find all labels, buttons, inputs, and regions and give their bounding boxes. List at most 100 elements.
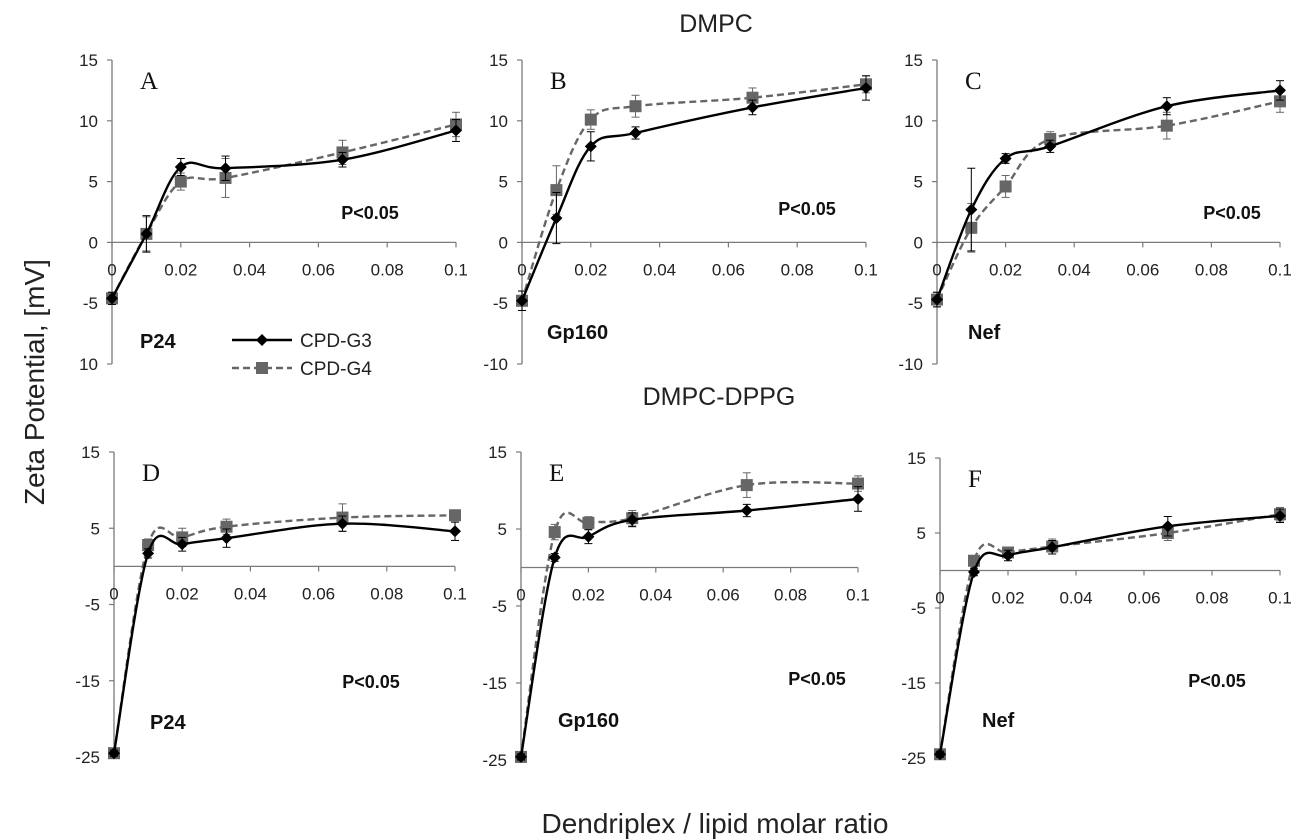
- x-tick-label: 0.02: [166, 584, 199, 603]
- protein-label: Nef: [982, 710, 1015, 732]
- x-tick-label: 0.08: [781, 260, 814, 279]
- data-point-cpd-g3: [548, 551, 561, 564]
- y-tick-label: -5: [908, 294, 923, 313]
- data-point-cpd-g3: [142, 547, 155, 560]
- y-tick-label: 5: [914, 173, 923, 192]
- y-tick-label: -5: [83, 294, 98, 313]
- x-tick-label: 0.06: [1127, 589, 1160, 608]
- x-tick-label: 0.02: [164, 260, 197, 279]
- data-point-cpd-g3: [219, 162, 232, 175]
- y-tick-label: 5: [498, 520, 507, 539]
- y-tick-label: 15: [907, 449, 926, 468]
- x-tick-label: 0.1: [444, 260, 468, 279]
- x-tick-label: 0.06: [302, 260, 335, 279]
- series-line-cpd-g4: [520, 83, 867, 302]
- y-tick-label: 5: [917, 524, 926, 543]
- y-tick-label: -15: [901, 674, 926, 693]
- x-tick-label: 0.02: [991, 589, 1024, 608]
- x-tick-label: 0: [516, 586, 525, 605]
- data-point-cpd-g4: [548, 526, 561, 539]
- x-tick-label: 0.08: [774, 586, 807, 605]
- protein-label: Gp160: [547, 322, 608, 344]
- y-tick-label: 5: [499, 173, 508, 192]
- data-point-cpd-g4: [1044, 133, 1057, 146]
- y-tick-label: -15: [482, 674, 507, 693]
- series-line-cpd-g3: [935, 89, 1281, 300]
- series-line-cpd-g3: [520, 86, 867, 302]
- panel-letter: F: [968, 466, 982, 493]
- data-point-cpd-g3: [516, 294, 528, 307]
- protein-label: P24: [150, 712, 186, 734]
- panel-letter: E: [549, 460, 564, 487]
- p-value-label: P<0.05: [341, 203, 399, 223]
- data-point-cpd-g3: [852, 492, 864, 505]
- x-tick-label: 0.02: [574, 260, 607, 279]
- data-point-cpd-g3: [999, 152, 1012, 165]
- x-tick-label: 0: [935, 589, 944, 608]
- data-point-cpd-g4: [220, 520, 233, 533]
- y-tick-label: 15: [904, 51, 923, 70]
- panel-letter: C: [965, 68, 982, 95]
- y-tick-label: 5: [89, 173, 98, 192]
- x-tick-label: 0.1: [1268, 260, 1292, 279]
- y-tick-label: -5: [492, 597, 507, 616]
- data-point-cpd-g4: [740, 479, 753, 492]
- data-point-cpd-g3: [106, 292, 118, 305]
- x-tick-label: 0.04: [233, 260, 266, 279]
- y-tick-label: -25: [482, 751, 507, 770]
- y-tick-label: -10: [898, 355, 923, 374]
- x-tick-label: 0.1: [443, 584, 467, 603]
- p-value-label: P<0.05: [1188, 671, 1246, 691]
- data-point-cpd-g3: [860, 81, 872, 94]
- x-tick-label: 0.06: [1126, 260, 1159, 279]
- data-point-cpd-g4: [746, 91, 759, 104]
- y-tick-label: -10: [483, 355, 508, 374]
- x-tick-label: 0.1: [1268, 589, 1292, 608]
- y-tick-label: -5: [85, 596, 100, 615]
- legend-label-cpd-g4: CPD-G4: [300, 359, 372, 380]
- y-tick-label: 15: [488, 443, 507, 462]
- y-tick-label: 15: [81, 443, 100, 462]
- data-point-cpd-g3: [336, 153, 349, 166]
- data-point-cpd-g3: [1274, 84, 1286, 97]
- x-tick-label: 0.02: [572, 586, 605, 605]
- data-point-cpd-g3: [584, 140, 597, 153]
- data-point-cpd-g3: [515, 750, 527, 763]
- x-tick-label: 0.04: [643, 260, 676, 279]
- series-line-cpd-g3: [112, 522, 456, 754]
- data-point-cpd-g3: [1044, 140, 1057, 153]
- data-point-cpd-g4: [629, 100, 642, 113]
- data-point-cpd-g3: [176, 538, 189, 551]
- y-tick-label: 0: [914, 233, 923, 252]
- y-tick-label: -25: [75, 748, 100, 767]
- data-point-cpd-g3: [746, 101, 759, 114]
- y-tick-label: 0: [499, 233, 508, 252]
- data-point-cpd-g3: [174, 161, 187, 174]
- data-point-cpd-g3: [934, 748, 946, 761]
- y-tick-label: -5: [493, 294, 508, 313]
- data-point-cpd-g3: [582, 530, 595, 543]
- y-tick-label: 10: [904, 112, 923, 131]
- data-point-cpd-g4: [550, 184, 563, 197]
- x-tick-label: 0.04: [234, 584, 267, 603]
- x-tick-label: 0: [517, 260, 526, 279]
- data-point-cpd-g3: [1002, 549, 1014, 562]
- series-line-cpd-g3: [519, 497, 859, 758]
- x-tick-label: 0.02: [989, 260, 1022, 279]
- data-point-cpd-g3: [336, 517, 349, 530]
- data-point-cpd-g3: [140, 227, 153, 240]
- panel-letter: A: [140, 68, 158, 95]
- data-point-cpd-g3: [1160, 100, 1173, 113]
- panel-letter: D: [142, 460, 160, 487]
- group-title-dmpc: DMPC: [679, 10, 753, 38]
- data-point-cpd-g3: [931, 293, 943, 306]
- x-tick-label: 0.08: [1195, 260, 1228, 279]
- panel-letter: B: [550, 68, 567, 95]
- data-point-cpd-g4: [1160, 119, 1173, 132]
- y-tick-label: 15: [489, 51, 508, 70]
- y-tick-label: 0: [89, 233, 98, 252]
- p-value-label: P<0.05: [778, 199, 836, 219]
- y-tick-label: 10: [489, 112, 508, 131]
- protein-label: Gp160: [558, 710, 619, 732]
